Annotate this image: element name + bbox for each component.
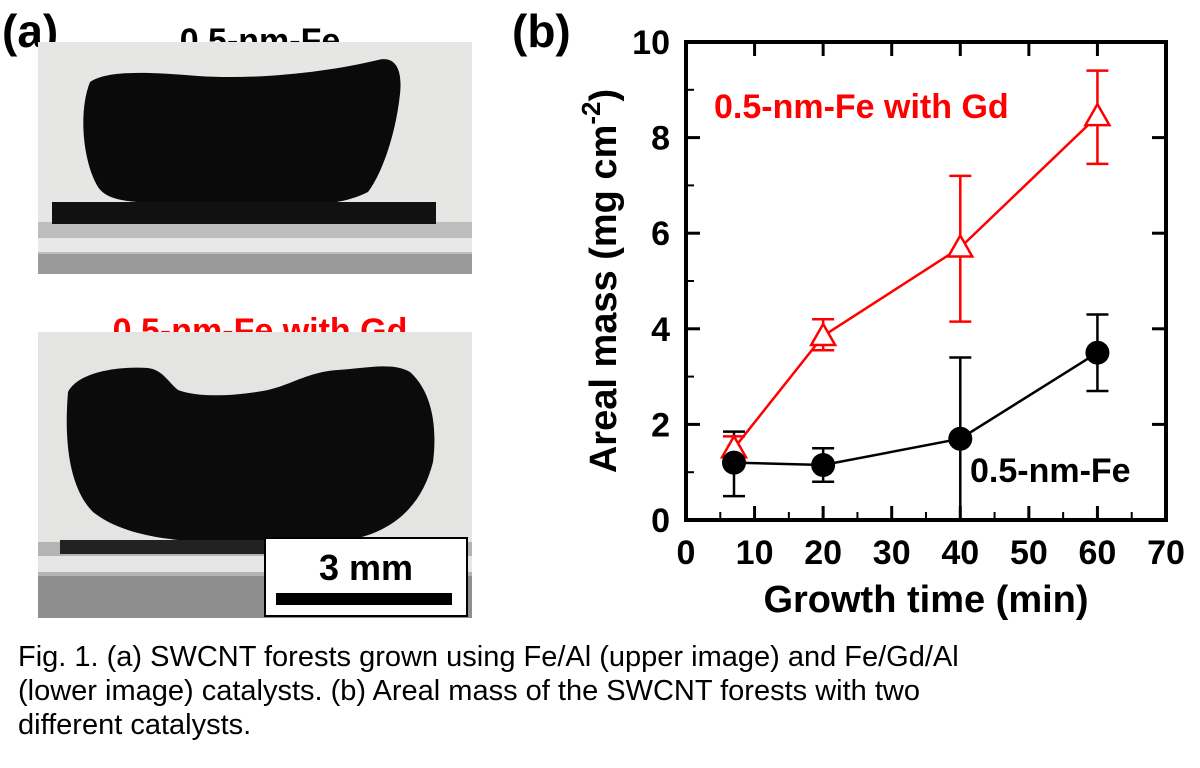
- x-tick-label: 20: [804, 534, 842, 572]
- y-axis-label: Areal mass (mg cm-2): [576, 89, 625, 473]
- scale-bar-box: 3 mm: [264, 537, 468, 617]
- upper-forest-shape: [83, 59, 401, 205]
- figure-caption: Fig. 1. (a) SWCNT forests grown using Fe…: [18, 640, 1188, 742]
- y-axis-label-exponent: -2: [576, 102, 606, 125]
- series-line: [733, 351, 1099, 467]
- data-point-fe-gd: [808, 321, 838, 347]
- data-point-fe-gd: [946, 233, 975, 258]
- y-axis-label-close: ): [583, 89, 625, 102]
- x-tick-label: 40: [941, 534, 979, 572]
- lower-forest-photo: [38, 332, 472, 618]
- data-point-fe-gd: [1083, 101, 1112, 127]
- data-point-fe: [722, 450, 746, 475]
- caption-line-2: (lower image) catalysts. (b) Areal mass …: [18, 675, 920, 707]
- upper-forest-photo: [38, 42, 472, 274]
- x-axis-label: Growth time (min): [763, 579, 1088, 621]
- data-point-fe: [811, 453, 836, 478]
- x-tick-label: 30: [873, 534, 911, 572]
- x-tick-label: 60: [1079, 534, 1117, 572]
- annotation-fe-gd: 0.5-nm-Fe with Gd: [714, 88, 1009, 126]
- x-tick-label: 50: [1010, 534, 1048, 572]
- y-tick-label: 6: [651, 215, 670, 253]
- y-tick-label: 4: [651, 311, 670, 349]
- y-axis-label-main: Areal mass (mg cm: [583, 125, 625, 474]
- x-tick-label: 0: [677, 534, 696, 572]
- annotation-fe: 0.5-nm-Fe: [970, 452, 1131, 490]
- y-tick-label: 8: [651, 120, 670, 158]
- areal-mass-chart: 0 10 20 30 40 50 60 70 0 2 4 6 8 10 Growth time (min)…: [576, 24, 1185, 621]
- scale-bar: [276, 593, 452, 605]
- data-point-fe: [1085, 340, 1110, 365]
- panel-b-label: (b): [512, 5, 571, 57]
- y-tick-label: 2: [651, 406, 670, 444]
- series-line: [733, 115, 1099, 450]
- caption-line-1: Fig. 1. (a) SWCNT forests grown using Fe…: [18, 641, 959, 673]
- x-tick-label: 10: [736, 534, 774, 572]
- caption-line-3: different catalysts.: [18, 709, 252, 741]
- upper-substrate: [52, 202, 436, 224]
- x-tick-label: 70: [1147, 534, 1185, 572]
- lower-forest-shape: [66, 366, 435, 545]
- y-tick-label: 0: [651, 502, 670, 540]
- y-tick-label: 10: [632, 24, 670, 62]
- data-point-fe: [948, 426, 973, 451]
- scale-bar-label: 3 mm: [318, 547, 414, 588]
